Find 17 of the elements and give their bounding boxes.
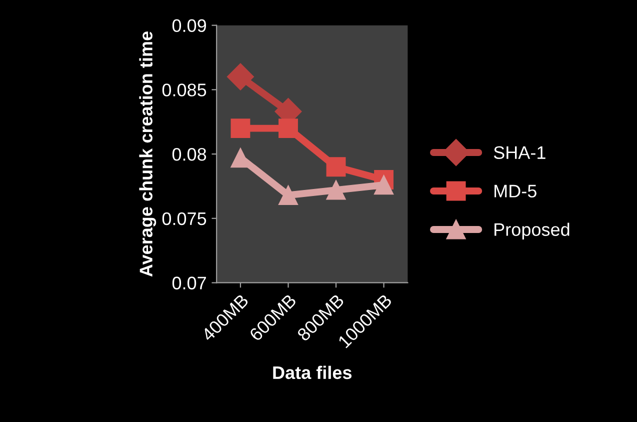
y-tick-label: 0.08 — [172, 148, 206, 161]
point — [326, 157, 346, 177]
point — [278, 185, 298, 205]
point — [278, 118, 298, 138]
legend-label: Proposed — [494, 222, 570, 240]
point — [374, 175, 394, 195]
point — [326, 180, 346, 200]
y-tick-label: 0.09 — [172, 19, 206, 32]
y-tick-label: 0.075 — [162, 212, 206, 226]
point — [227, 63, 254, 90]
legend-label: SHA-1 — [494, 146, 546, 159]
point — [230, 118, 250, 138]
x-axis-title: Data files — [273, 366, 352, 380]
legend-label: MD-5 — [494, 184, 536, 198]
y-tick-label: 0.07 — [172, 276, 206, 290]
y-axis-title: Average chunk creation time — [139, 32, 156, 277]
y-tick-label: 0.085 — [162, 84, 206, 96]
